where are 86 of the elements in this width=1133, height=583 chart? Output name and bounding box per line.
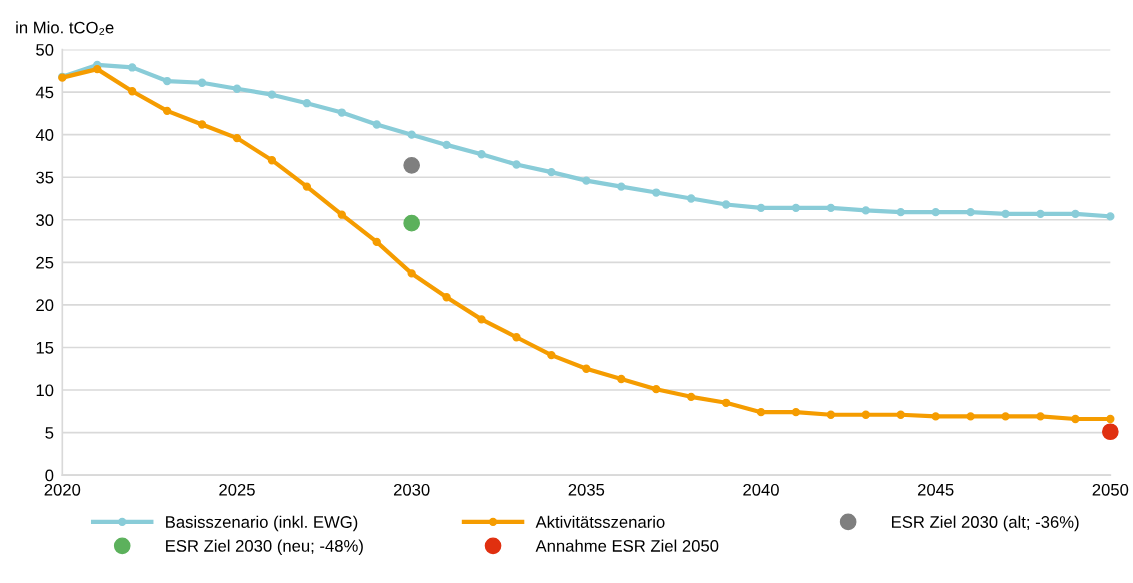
point <box>442 140 451 150</box>
point <box>931 412 940 421</box>
y-axis-title: in Mio. tCO₂e <box>16 21 114 35</box>
x-tick-label: 2040 <box>743 483 779 496</box>
point <box>966 207 975 217</box>
point <box>1001 412 1010 421</box>
x-tick-label: 2020 <box>44 483 81 496</box>
point <box>232 84 242 93</box>
point <box>302 182 312 191</box>
legend-label: Basisszenario (inkl. EWG) <box>166 515 358 532</box>
point <box>407 269 416 278</box>
point <box>162 76 172 86</box>
legend-label: Annahme ESR Ziel 2050 <box>535 539 719 552</box>
point <box>826 410 836 419</box>
x-tick-label: 2050 <box>1092 483 1129 496</box>
point <box>896 207 905 217</box>
y-tick-label: 30 <box>36 214 54 226</box>
legend-label: Aktivitätsszenario <box>535 515 665 528</box>
point <box>403 156 420 174</box>
point <box>896 410 905 419</box>
point <box>861 410 870 419</box>
point <box>302 99 312 108</box>
point <box>197 78 207 87</box>
point <box>512 333 521 342</box>
y-tick-label: 45 <box>35 86 54 99</box>
point <box>407 130 416 139</box>
point <box>791 203 801 213</box>
point <box>547 167 556 177</box>
point <box>403 214 420 232</box>
point <box>756 203 766 213</box>
point <box>931 207 940 217</box>
point <box>966 412 975 421</box>
point <box>1106 212 1115 221</box>
y-tick-label: 35 <box>36 171 54 184</box>
point <box>337 108 346 117</box>
point <box>477 150 486 159</box>
point <box>1071 414 1080 424</box>
point <box>162 106 172 116</box>
point <box>512 160 521 169</box>
y-tick-label: 25 <box>36 256 54 269</box>
point <box>337 210 346 219</box>
point <box>756 407 766 417</box>
y-tick-label: 0 <box>45 469 54 482</box>
point <box>267 90 277 99</box>
x-tick-label: 2035 <box>568 483 605 496</box>
point <box>686 392 696 402</box>
point <box>721 200 731 209</box>
y-tick-label: 40 <box>35 129 54 141</box>
point <box>582 176 591 185</box>
point <box>197 120 207 129</box>
point <box>1036 209 1045 219</box>
x-tick-label: 2025 <box>219 483 255 496</box>
legend-label: ESR Ziel 2030 (alt; -36%) <box>892 515 1079 532</box>
point <box>1071 209 1080 219</box>
point <box>547 350 556 360</box>
point <box>267 156 277 165</box>
point <box>477 315 486 324</box>
point <box>372 120 381 129</box>
point <box>442 293 451 302</box>
point <box>617 182 626 191</box>
point <box>652 385 661 394</box>
point <box>652 188 661 197</box>
point <box>826 203 836 213</box>
point <box>686 194 696 203</box>
point <box>1106 414 1115 424</box>
x-tick-label: 2030 <box>393 483 430 496</box>
point <box>372 237 381 247</box>
point <box>93 64 102 74</box>
point <box>791 407 801 417</box>
legend-label: ESR Ziel 2030 (neu; -48%) <box>166 539 363 556</box>
point <box>232 133 242 143</box>
y-tick-label: 10 <box>36 384 54 397</box>
point <box>1001 209 1010 219</box>
y-tick-label: 50 <box>36 43 54 56</box>
point <box>1102 423 1119 441</box>
point <box>721 398 731 407</box>
y-tick-label: 5 <box>45 427 54 439</box>
x-tick-label: 2045 <box>917 483 954 496</box>
point <box>128 63 137 72</box>
point <box>861 206 870 215</box>
y-tick-label: 20 <box>36 299 54 312</box>
point <box>582 364 591 373</box>
point <box>617 374 626 384</box>
point <box>128 87 137 96</box>
y-tick-label: 15 <box>36 342 54 354</box>
point <box>1036 412 1045 421</box>
